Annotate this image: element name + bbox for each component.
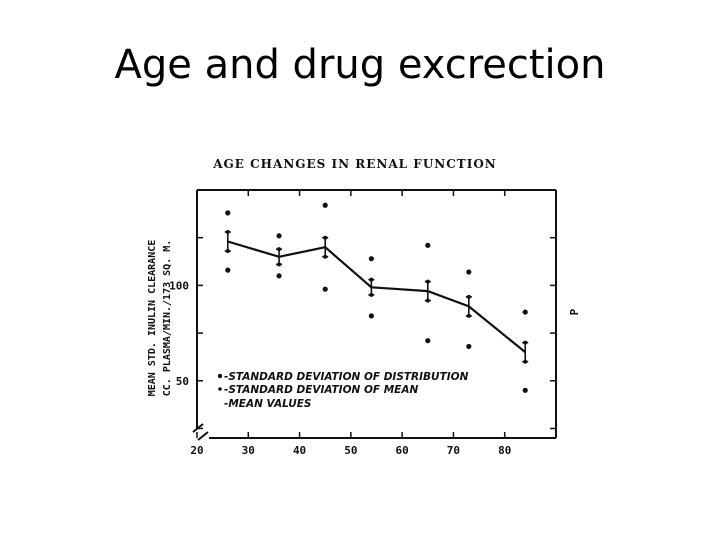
x-tick-label: 50: [344, 444, 357, 457]
chart-title: AGE CHANGES IN RENAL FUNCTION: [212, 157, 497, 171]
sem-point: [225, 249, 230, 254]
data-marks: [224, 202, 529, 393]
sd-point: [522, 309, 528, 315]
sem-point: [523, 359, 528, 364]
y-axis-label-line-2: CC. PLASMA/MIN./173 SQ. M.: [162, 240, 173, 397]
x-tick-label: 60: [396, 444, 409, 457]
x-tick-label: 30: [242, 444, 255, 457]
axis-ticks: 20 30 40 50 60 70 80 50 100: [169, 190, 556, 457]
y-axis-label-line-1: MEAN STD. INULIN CLEARANCE: [147, 240, 158, 397]
axis-break-mark: [192, 423, 209, 441]
sd-point: [368, 256, 374, 262]
sd-point: [322, 286, 328, 292]
sd-point: [522, 387, 528, 393]
sd-point: [225, 210, 231, 216]
sem-point: [277, 247, 282, 252]
sem-point: [369, 277, 374, 282]
sd-point: [276, 273, 282, 279]
sem-point: [323, 254, 328, 259]
sem-point: [466, 294, 471, 299]
x-tick-label: 80: [498, 444, 511, 457]
legend-entry-mean-values: -MEAN VALUES: [224, 398, 311, 410]
x-tick-label: 20: [190, 444, 203, 457]
sem-point: [369, 292, 374, 297]
y-tick-label: 100: [169, 279, 189, 292]
right-axis-label: P: [568, 308, 581, 315]
sem-point: [323, 235, 328, 240]
legend-marker-sd-distribution: [217, 373, 223, 379]
sd-point: [425, 338, 431, 344]
sd-point: [322, 202, 328, 208]
sem-point: [425, 298, 430, 303]
x-tick-label: 40: [293, 444, 306, 457]
legend: -STANDARD DEVIATION OF DISTRIBUTION -STA…: [217, 371, 469, 410]
sem-point: [425, 279, 430, 284]
slide-title: Age and drug excrection: [114, 42, 606, 88]
sem-point: [466, 313, 471, 318]
y-tick-label: 50: [176, 375, 189, 388]
sd-point: [276, 233, 282, 239]
plot-frame: [192, 189, 557, 441]
sem-point: [225, 229, 230, 234]
legend-entry-sd-mean: -STANDARD DEVIATION OF MEAN: [224, 384, 418, 396]
sd-point: [466, 269, 472, 275]
sd-point: [368, 313, 374, 319]
x-tick-label: 70: [447, 444, 460, 457]
sem-point: [277, 262, 282, 267]
sem-point: [523, 340, 528, 345]
sd-point: [466, 343, 472, 350]
mean-line: [227, 240, 526, 354]
legend-marker-sd-mean: [218, 387, 222, 391]
sd-point: [425, 242, 431, 248]
legend-entry-sd-distribution: -STANDARD DEVIATION OF DISTRIBUTION: [224, 371, 469, 383]
sd-point: [225, 267, 231, 273]
y-axis-label: MEAN STD. INULIN CLEARANCE CC. PLASMA/MI…: [147, 240, 173, 397]
